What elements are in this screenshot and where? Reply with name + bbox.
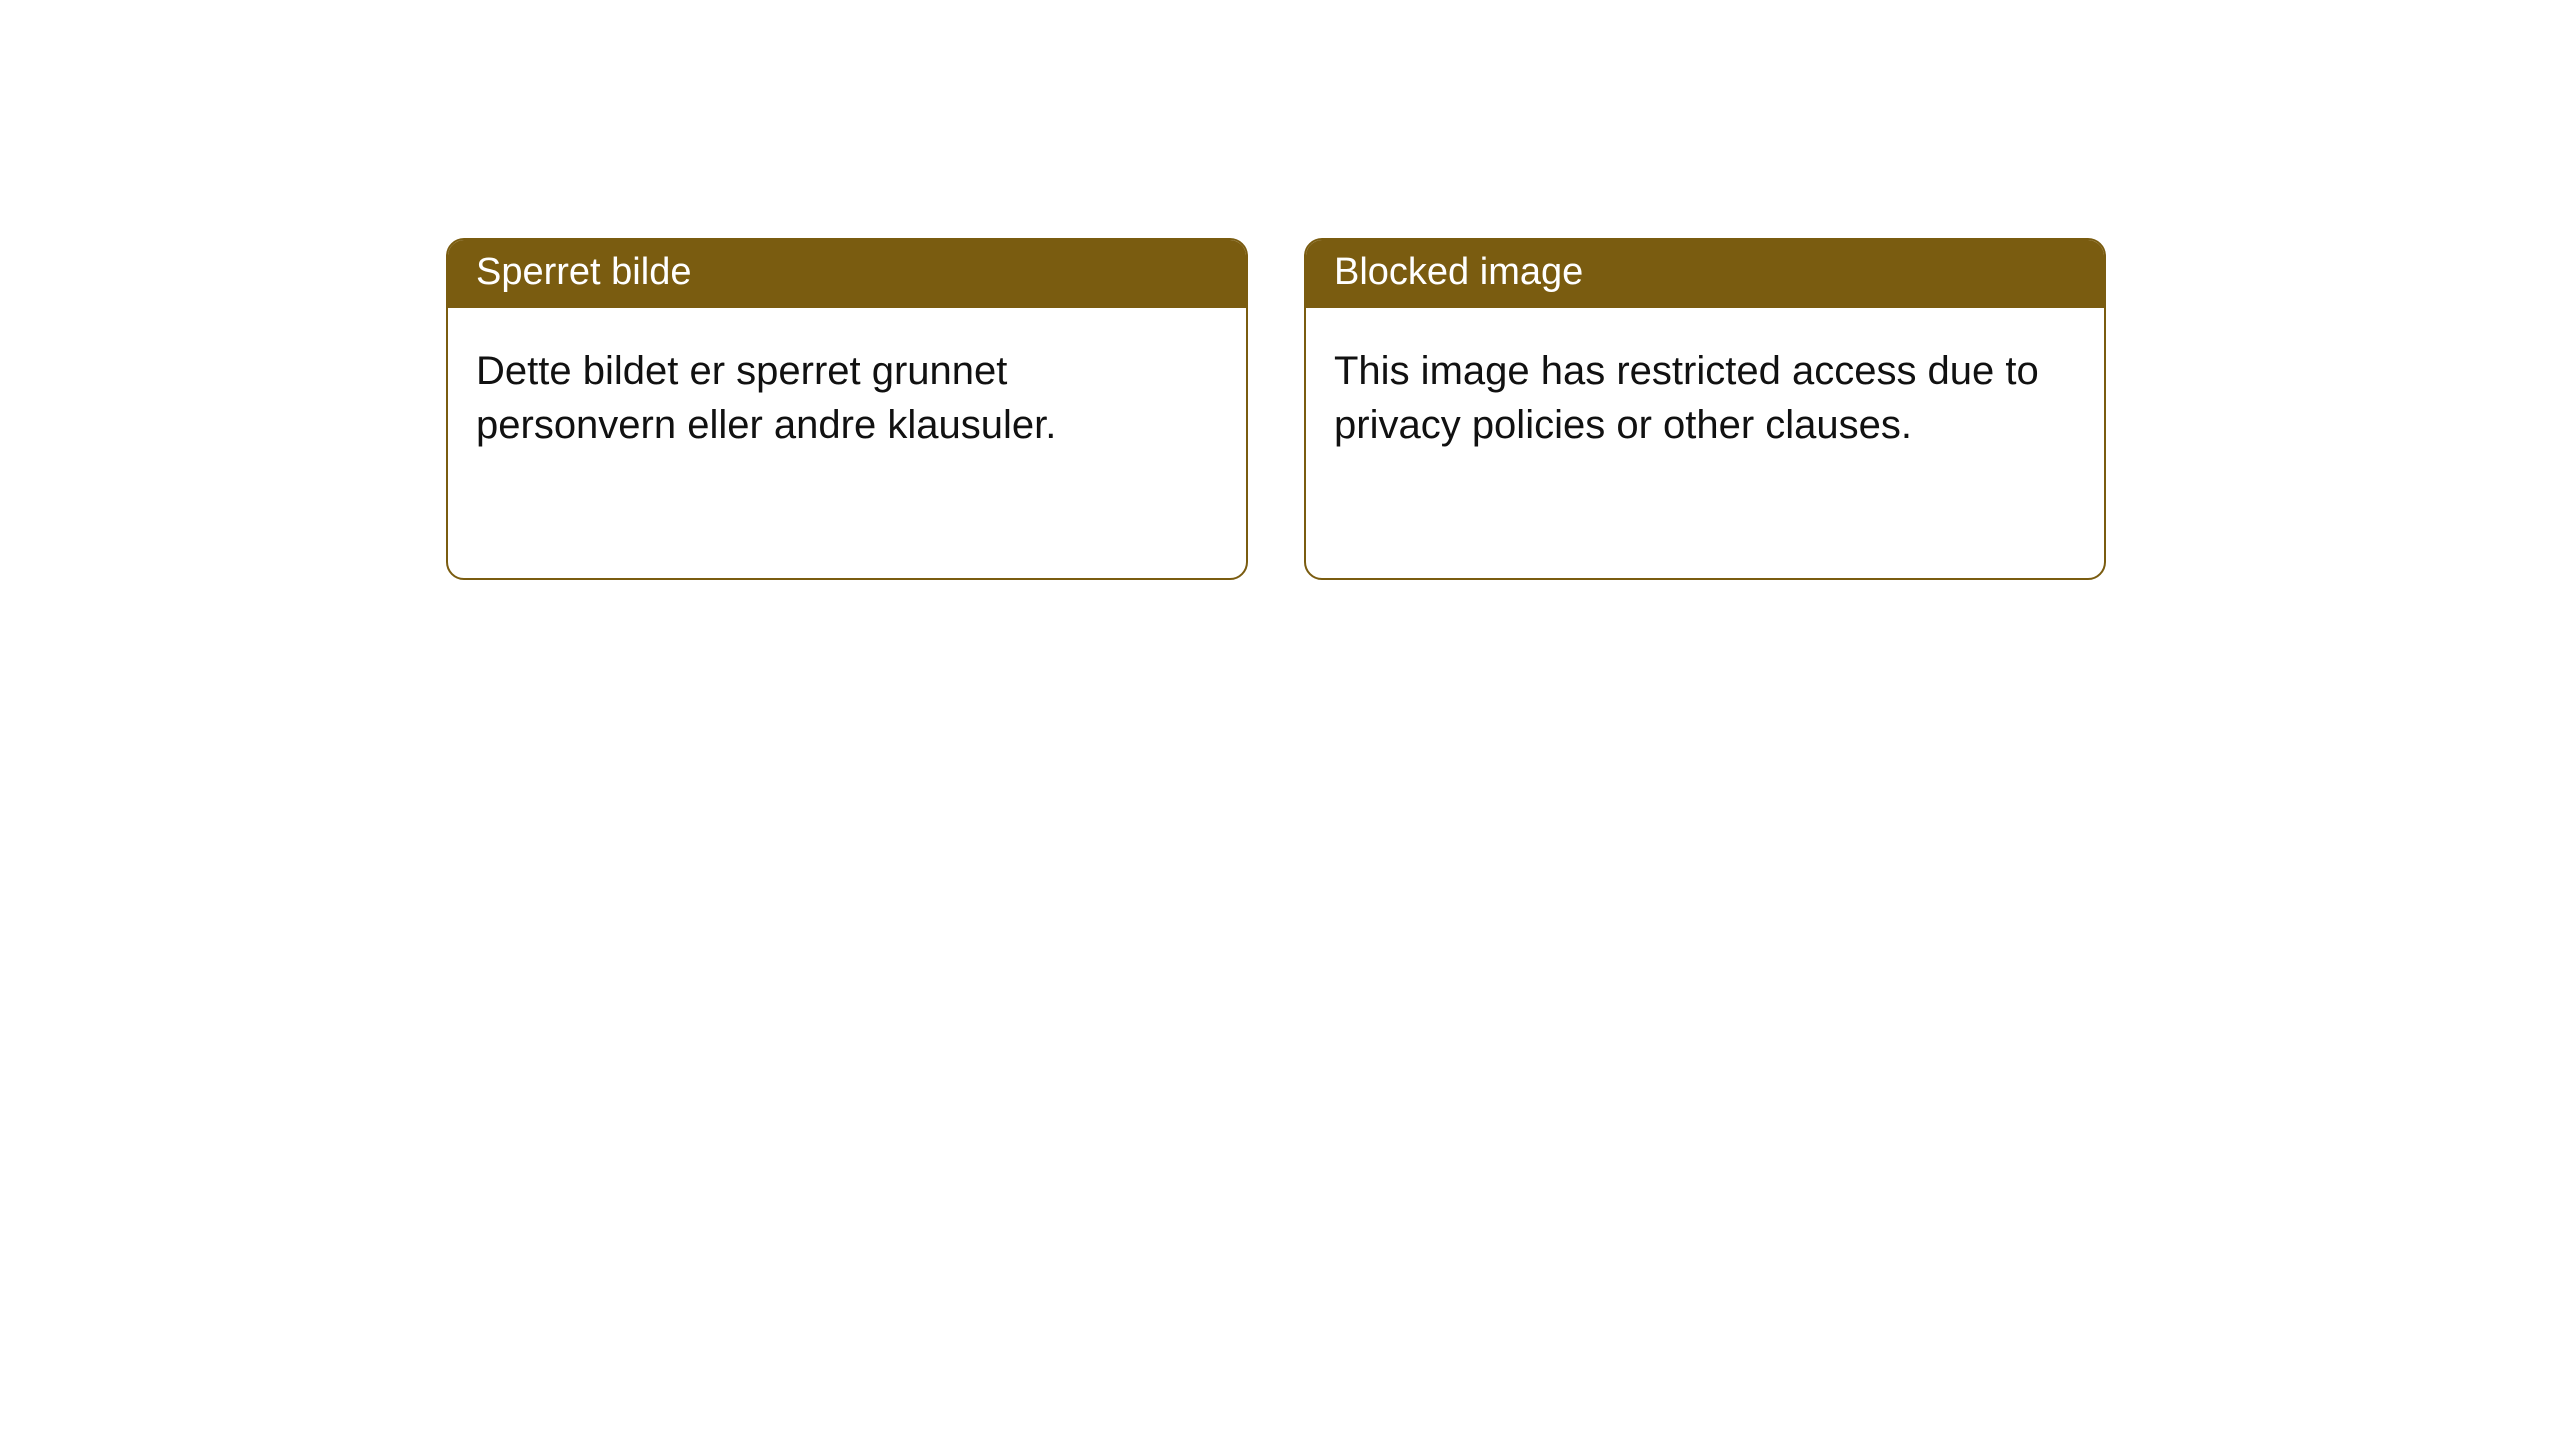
notice-title-en: Blocked image (1306, 240, 2104, 308)
notice-card-no: Sperret bilde Dette bildet er sperret gr… (446, 238, 1248, 580)
notice-body-en: This image has restricted access due to … (1306, 308, 2104, 578)
notice-title-no: Sperret bilde (448, 240, 1246, 308)
notice-container: Sperret bilde Dette bildet er sperret gr… (446, 238, 2106, 580)
notice-body-no: Dette bildet er sperret grunnet personve… (448, 308, 1246, 578)
notice-card-en: Blocked image This image has restricted … (1304, 238, 2106, 580)
